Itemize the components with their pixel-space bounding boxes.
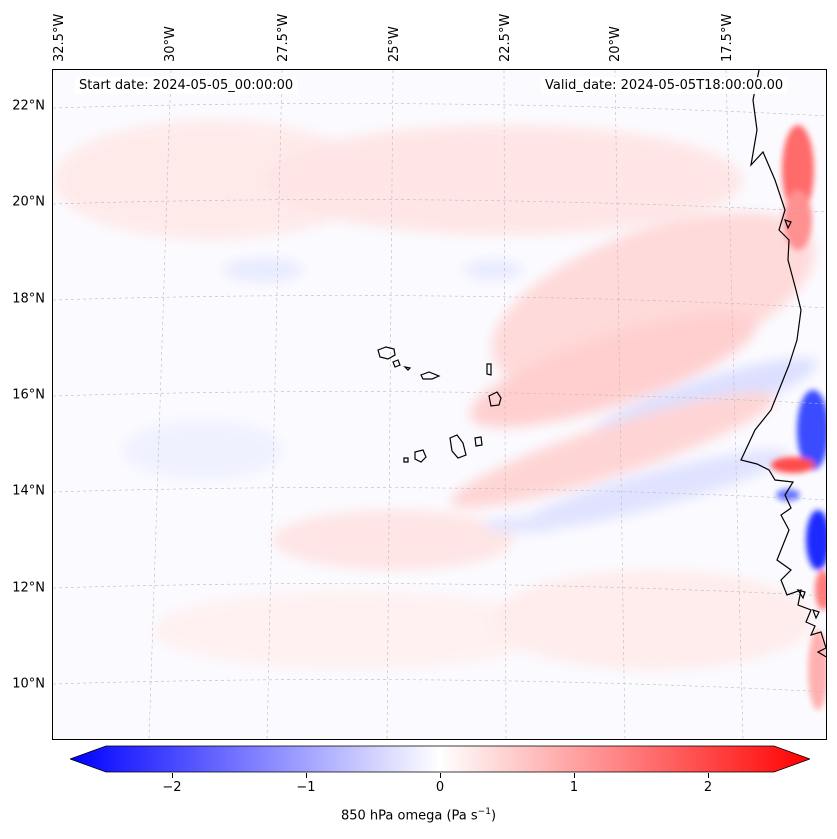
lon-label-27-5w: 27.5°W	[276, 13, 291, 62]
lat-label-10n: 10°N	[12, 676, 45, 692]
island-santiago	[449, 434, 467, 459]
island-brava	[403, 457, 409, 463]
africa-coastline	[740, 70, 826, 658]
island-maio	[474, 436, 483, 447]
colorbar	[68, 744, 812, 774]
cb-tickmark-neg1	[306, 773, 307, 778]
cb-tick-neg1: −1	[296, 780, 316, 795]
lat-label-22n: 22°N	[12, 98, 45, 114]
start-date-label: Start date: 2024-05-05_00:00:00	[75, 77, 298, 94]
lon-label-20w: 20°W	[608, 26, 623, 62]
map-canvas	[53, 70, 826, 739]
colorbar-bar	[68, 745, 812, 773]
lon-label-17-5w: 17.5°W	[720, 13, 735, 62]
lon-label-25w: 25°W	[387, 26, 402, 62]
cb-tick-0: 0	[435, 780, 445, 795]
cape-verde-islands	[377, 346, 502, 463]
valid-date-label: Valid_date: 2024-05-05T18:00:00.00	[541, 77, 788, 94]
lon-label-32-5w: 32.5°W	[52, 13, 67, 62]
colorbar-label-exp: −1	[477, 807, 491, 817]
cb-tick-neg2: −2	[162, 780, 182, 795]
cb-tick-1: 1	[569, 780, 579, 795]
island-boa-vista	[488, 391, 502, 407]
colorbar-label: 850 hPa omega (Pa s−1)	[0, 807, 837, 823]
colorbar-label-close: )	[490, 808, 497, 824]
lat-label-12n: 12°N	[12, 580, 45, 596]
colorbar-label-main: 850 hPa omega (Pa s	[340, 808, 478, 824]
lat-label-18n: 18°N	[12, 291, 45, 307]
island-sao-nicolau	[420, 371, 441, 380]
island-fogo	[414, 449, 427, 463]
cb-tickmark-0	[440, 773, 441, 778]
island-santa-luzia	[403, 366, 412, 371]
lat-label-14n: 14°N	[12, 483, 45, 499]
lon-label-22-5w: 22.5°W	[498, 13, 513, 62]
cb-tickmark-1	[574, 773, 575, 778]
island-santo-antao	[377, 346, 396, 360]
cb-tick-2: 2	[703, 780, 713, 795]
lat-label-16n: 16°N	[12, 387, 45, 403]
omega-field	[53, 120, 826, 710]
island-sal	[486, 363, 492, 376]
island-sao-vicente	[392, 359, 401, 368]
lon-label-30w: 30°W	[163, 26, 178, 62]
lat-label-20n: 20°N	[12, 194, 45, 210]
gridlines	[53, 70, 826, 739]
map-panel	[52, 69, 827, 740]
cb-tickmark-2	[708, 773, 709, 778]
cb-tickmark-neg2	[172, 773, 173, 778]
